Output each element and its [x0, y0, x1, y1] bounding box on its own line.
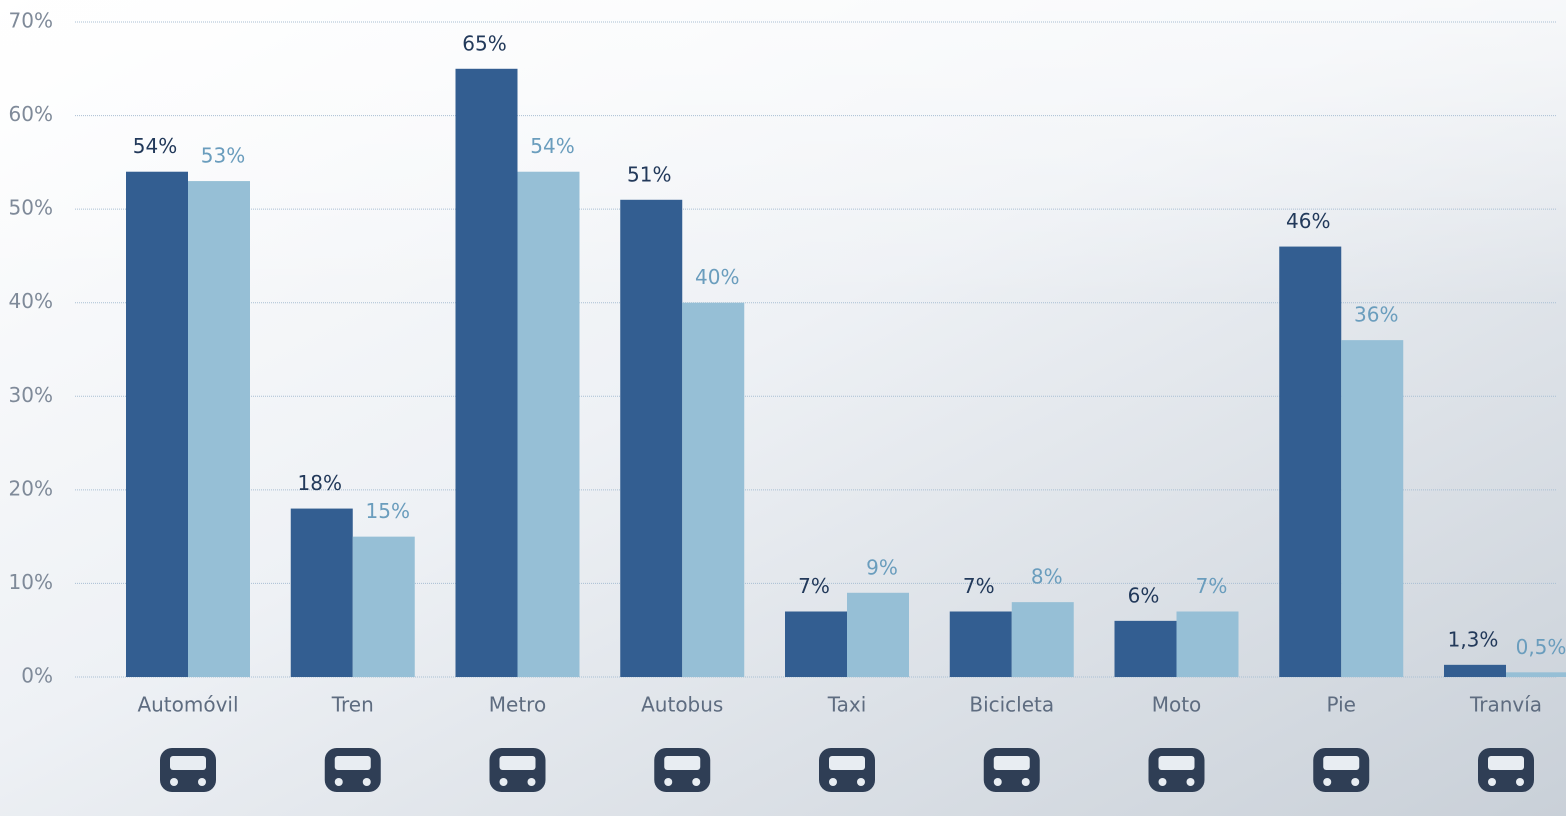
bar — [682, 302, 745, 677]
icon-light — [1186, 778, 1195, 786]
x-tick-label: Automóvil — [137, 693, 238, 717]
x-tick-label: Pie — [1327, 693, 1356, 717]
category-icon — [160, 748, 216, 792]
icon-light — [1516, 778, 1524, 786]
icon-window — [499, 756, 536, 770]
y-tick-label: 0% — [21, 664, 53, 688]
x-tick-label: Autobus — [641, 693, 723, 717]
bar — [188, 181, 250, 678]
x-tick-label: Bicicleta — [969, 693, 1054, 717]
value-label: 18% — [298, 471, 342, 495]
value-label: 46% — [1286, 209, 1330, 233]
bar — [949, 611, 1012, 677]
category-icon — [1478, 748, 1534, 792]
bar — [352, 536, 415, 677]
value-label: 53% — [201, 144, 245, 168]
value-label: 9% — [866, 555, 898, 579]
icon-light — [527, 778, 536, 786]
icon-light — [1021, 778, 1030, 786]
bar — [1341, 340, 1404, 677]
icon-window — [170, 756, 206, 770]
bar — [1279, 246, 1342, 678]
icon-light — [1488, 778, 1496, 786]
x-tick-label: Taxi — [827, 693, 867, 717]
icon-light — [993, 778, 1002, 786]
bar — [517, 171, 580, 677]
bar — [1444, 664, 1506, 677]
category-icon — [654, 748, 711, 792]
y-tick-label: 70% — [9, 9, 53, 33]
category-icon — [324, 748, 381, 792]
value-label: 51% — [627, 162, 671, 186]
value-label: 0,5% — [1516, 635, 1566, 659]
icon-light — [198, 778, 206, 786]
y-tick-label: 60% — [9, 102, 53, 126]
bar — [1011, 602, 1074, 677]
icon-light — [692, 778, 701, 786]
icon-light — [499, 778, 508, 786]
icon-light — [1351, 778, 1360, 786]
value-label: 6% — [1128, 583, 1160, 607]
x-tick-label: Moto — [1152, 693, 1202, 717]
category-icon — [1148, 748, 1205, 792]
icon-light — [664, 778, 673, 786]
y-tick-label: 40% — [9, 289, 53, 313]
icon-light — [857, 778, 865, 786]
value-label: 7% — [963, 574, 995, 598]
category-icon — [489, 748, 546, 792]
plot: 0% 10% 20% 30% 40% 50% 60% 70% Automóvil 54% 53% Tr… — [9, 9, 1566, 792]
x-tick-label: Tren — [331, 693, 374, 717]
icon-window — [664, 756, 701, 770]
bar — [847, 592, 909, 677]
value-label: 1,3% — [1448, 627, 1499, 651]
icon-window — [829, 756, 865, 770]
icon-window — [1158, 756, 1195, 770]
icon-window — [1323, 756, 1360, 770]
value-label: 65% — [462, 31, 506, 55]
x-tick-label: Tranvía — [1469, 693, 1542, 717]
bar — [455, 68, 518, 678]
x-tick-label: Metro — [489, 693, 546, 717]
category-icon — [983, 748, 1040, 792]
value-label: 7% — [798, 574, 830, 598]
icon-light — [1323, 778, 1332, 786]
bar — [1114, 620, 1177, 677]
y-tick-label: 10% — [9, 570, 53, 594]
icon-light — [334, 778, 343, 786]
value-label: 15% — [366, 499, 410, 523]
category-icon — [819, 748, 875, 792]
bar — [126, 171, 188, 677]
y-tick-label: 50% — [9, 196, 53, 220]
bar — [1176, 611, 1239, 677]
value-label: 54% — [133, 134, 177, 158]
value-label: 7% — [1196, 574, 1228, 598]
icon-light — [170, 778, 178, 786]
value-label: 40% — [695, 265, 739, 289]
value-label: 54% — [530, 134, 574, 158]
icon-light — [1158, 778, 1167, 786]
value-label: 8% — [1031, 565, 1063, 589]
category-icon — [1313, 748, 1370, 792]
icon-light — [362, 778, 371, 786]
bar — [785, 611, 847, 677]
bar — [290, 508, 353, 677]
icon-window — [334, 756, 371, 770]
bar — [1506, 672, 1566, 677]
icon-window — [993, 756, 1030, 770]
icon-window — [1488, 756, 1524, 770]
bar — [620, 199, 683, 678]
y-tick-label: 20% — [9, 476, 53, 500]
icon-light — [829, 778, 837, 786]
y-tick-label: 30% — [9, 383, 53, 407]
value-label: 36% — [1354, 303, 1398, 327]
